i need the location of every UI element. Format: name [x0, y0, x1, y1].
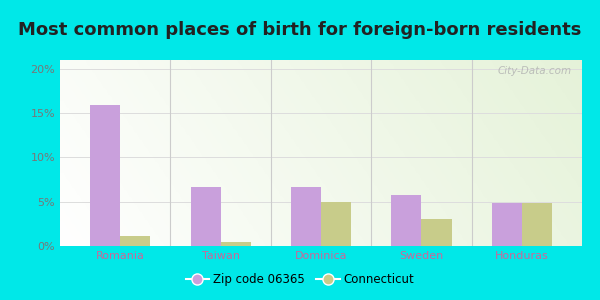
- Bar: [321, 202, 351, 246]
- Bar: [491, 203, 522, 246]
- Bar: [191, 187, 221, 246]
- Bar: [120, 236, 151, 246]
- Bar: [90, 105, 120, 246]
- Bar: [421, 219, 452, 246]
- Bar: [391, 195, 421, 246]
- Bar: [291, 187, 321, 246]
- Text: Most common places of birth for foreign-born residents: Most common places of birth for foreign-…: [19, 21, 581, 39]
- Bar: [522, 203, 552, 246]
- Text: City-Data.com: City-Data.com: [497, 66, 572, 76]
- Bar: [221, 242, 251, 246]
- Legend: Zip code 06365, Connecticut: Zip code 06365, Connecticut: [181, 269, 419, 291]
